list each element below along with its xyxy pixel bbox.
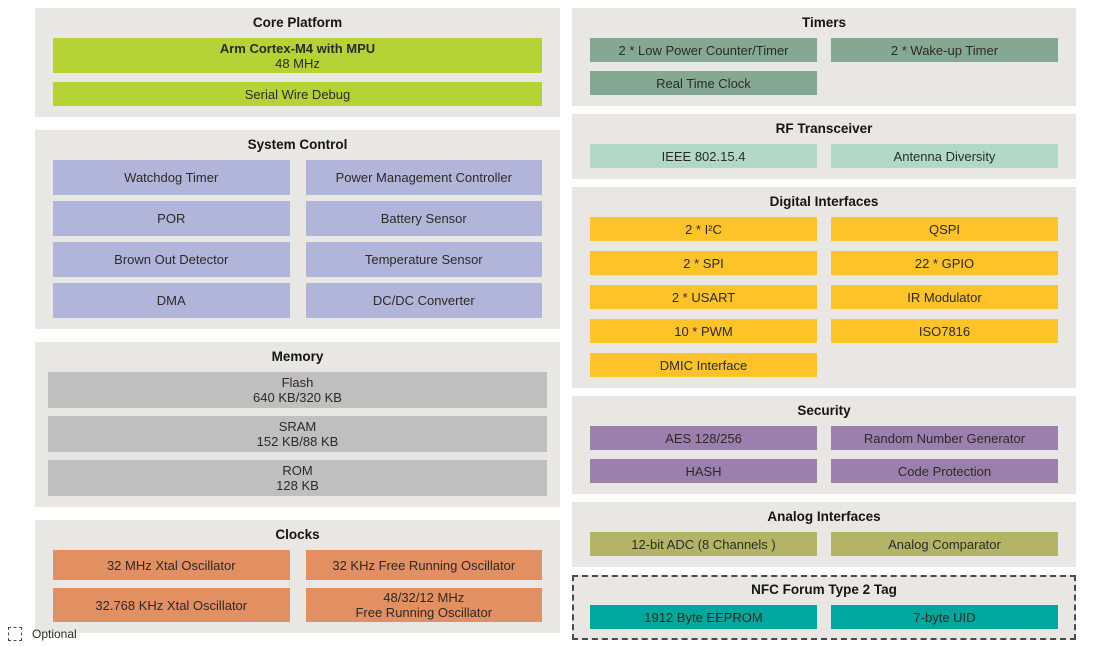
block-hash: HASH [590,459,817,483]
block-dmic-interface: DMIC Interface [590,353,817,377]
block-low-power-counter-timer: 2 * Low Power Counter/Timer [590,38,817,62]
memory-title: Memory [271,349,324,364]
nfc-title: NFC Forum Type 2 Tag [751,582,897,597]
block-32khz-free-running-oscillator: 32 KHz Free Running Oscillator [305,550,542,580]
cpu-name: Arm Cortex-M4 with MPU [219,40,376,56]
clocks-section: Clocks 32 MHz Xtal Oscillator 32 KHz Fre… [35,520,560,633]
block-i2c: 2 * I²C [590,217,817,241]
block-rom: ROM 128 KB [48,460,547,496]
block-analog-comparator: Analog Comparator [831,532,1058,556]
memory-section: Memory Flash 640 KB/320 KB SRAM 152 KB/8… [35,342,560,507]
block-dcdc-converter: DC/DC Converter [305,283,542,318]
block-qspi: QSPI [831,217,1058,241]
block-12bit-adc: 12-bit ADC (8 Channels ) [590,532,817,556]
nfc-forum-type2-tag-section: NFC Forum Type 2 Tag 1912 Byte EEPROM 7-… [572,575,1076,640]
block-power-management-controller: Power Management Controller [305,160,542,195]
digital-interfaces-title: Digital Interfaces [769,194,879,209]
security-section: Security AES 128/256 Random Number Gener… [572,396,1076,494]
block-antenna-diversity: Antenna Diversity [831,144,1058,168]
rf-transceiver-title: RF Transceiver [775,121,873,136]
block-gpio: 22 * GPIO [831,251,1058,275]
block-por: POR [53,201,290,236]
block-serial-wire-debug: Serial Wire Debug [53,82,542,106]
left-column: Core Platform Arm Cortex-M4 with MPU 48 … [35,8,560,646]
block-usart: 2 * USART [590,285,817,309]
timers-section: Timers 2 * Low Power Counter/Timer 2 * W… [572,8,1076,106]
optional-dashed-box-icon [8,627,22,641]
block-dma: DMA [53,283,290,318]
analog-interfaces-section: Analog Interfaces 12-bit ADC (8 Channels… [572,502,1076,567]
block-arm-cortex-m4: Arm Cortex-M4 with MPU 48 MHz [53,38,542,73]
block-spi: 2 * SPI [590,251,817,275]
block-real-time-clock: Real Time Clock [590,71,817,95]
block-32mhz-xtal-oscillator: 32 MHz Xtal Oscillator [53,550,290,580]
block-48-32-12mhz-free-running-oscillator: 48/32/12 MHz Free Running Oscillator [305,588,542,622]
system-control-title: System Control [247,137,348,152]
core-platform-section: Core Platform Arm Cortex-M4 with MPU 48 … [35,8,560,117]
rf-transceiver-section: RF Transceiver IEEE 802.15.4 Antenna Div… [572,114,1076,179]
security-title: Security [797,403,851,418]
digital-interfaces-section: Digital Interfaces 2 * I²C 2 * SPI 2 * U… [572,187,1076,388]
block-sram: SRAM 152 KB/88 KB [48,416,547,452]
block-aes: AES 128/256 [590,426,817,450]
block-ir-modulator: IR Modulator [831,285,1058,309]
block-battery-sensor: Battery Sensor [305,201,542,236]
block-wake-up-timer: 2 * Wake-up Timer [831,38,1058,62]
clocks-title: Clocks [275,527,320,542]
timers-title: Timers [801,15,847,30]
block-ieee-802-15-4: IEEE 802.15.4 [590,144,817,168]
block-brown-out-detector: Brown Out Detector [53,242,290,277]
analog-interfaces-title: Analog Interfaces [767,509,881,524]
legend-optional-label: Optional [32,627,77,641]
block-eeprom: 1912 Byte EEPROM [590,605,817,629]
cpu-frequency: 48 MHz [275,55,320,71]
block-flash: Flash 640 KB/320 KB [48,372,547,408]
block-watchdog-timer: Watchdog Timer [53,160,290,195]
block-32768khz-xtal-oscillator: 32.768 KHz Xtal Oscillator [53,588,290,622]
block-temperature-sensor: Temperature Sensor [305,242,542,277]
core-platform-title: Core Platform [252,15,343,30]
block-7byte-uid: 7-byte UID [831,605,1058,629]
block-iso7816: ISO7816 [831,319,1058,343]
block-pwm: 10 * PWM [590,319,817,343]
block-code-protection: Code Protection [831,459,1058,483]
right-column: Timers 2 * Low Power Counter/Timer 2 * W… [572,8,1076,646]
system-control-section: System Control Watchdog Timer Power Mana… [35,130,560,329]
block-random-number-generator: Random Number Generator [831,426,1058,450]
legend: Optional [8,627,77,641]
